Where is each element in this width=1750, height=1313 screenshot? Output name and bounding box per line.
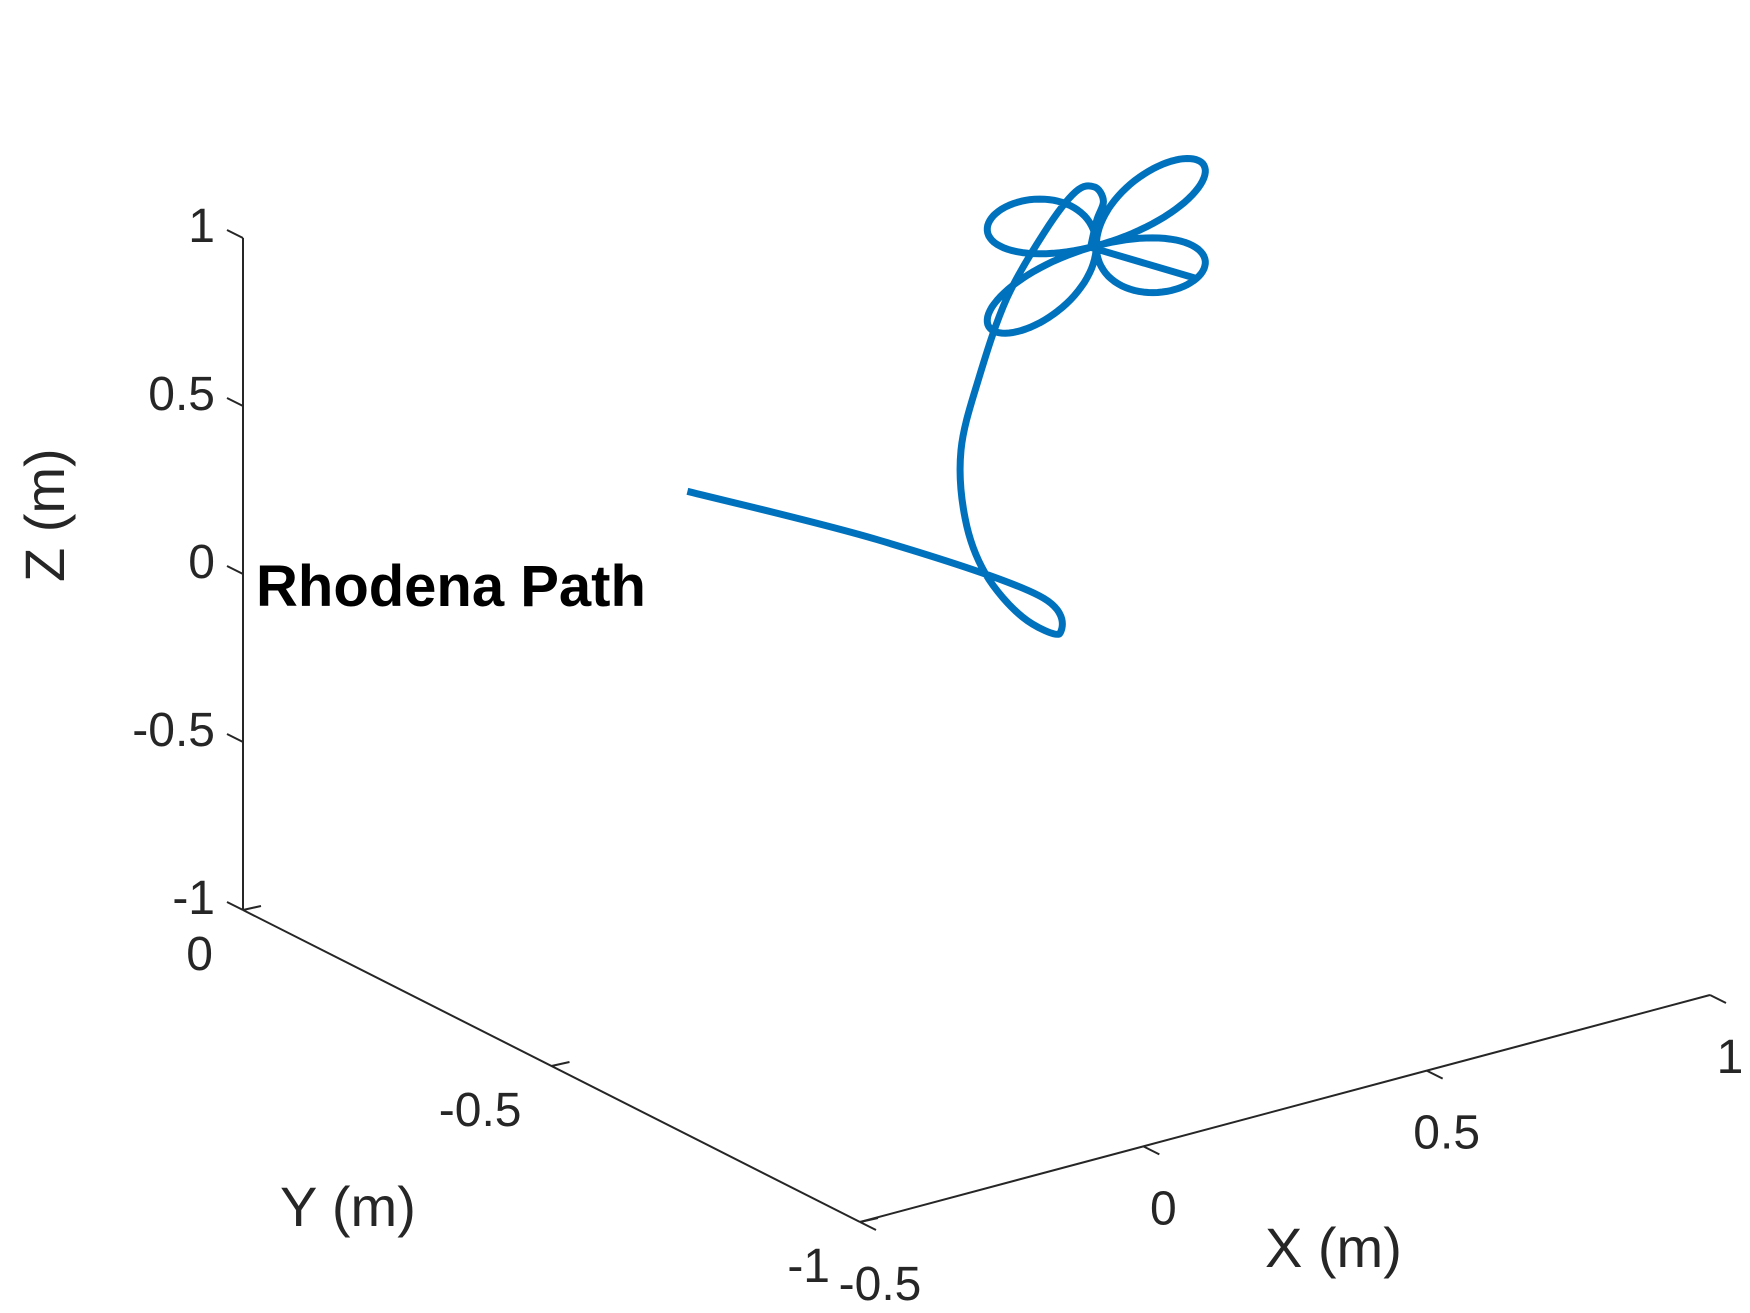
z-tick-label: 0 (188, 536, 215, 589)
x-tick-mark (1142, 1145, 1160, 1156)
y-tick-label: -0.5 (439, 1084, 522, 1137)
z-tick-mark (226, 733, 244, 743)
series-layer (686, 155, 1209, 638)
x-tick-mark (859, 1221, 877, 1231)
z-axis-label: Z (m) (13, 448, 76, 582)
z-tick-mark (226, 565, 244, 575)
ticks: -1-0.500.51-1-0.50-0.500.51 (132, 200, 1743, 1311)
x-tick-label: 0.5 (1413, 1107, 1480, 1160)
x-tick-mark (1709, 994, 1727, 1004)
z-tick-mark (226, 397, 244, 407)
z-tick-mark (226, 229, 244, 239)
x-tick-label: 1 (1717, 1031, 1744, 1084)
z-tick-mark (226, 901, 244, 911)
z-tick-label: 1 (188, 200, 215, 253)
y-tick-mark (242, 905, 262, 911)
y-tick-mark (859, 1217, 879, 1223)
y-axis-label: Y (m) (280, 1175, 416, 1238)
y-tick-mark (551, 1061, 570, 1067)
x-axis-line (859, 994, 1711, 1223)
z-tick-label: 0.5 (148, 368, 215, 421)
y-tick-label: 0 (186, 928, 213, 981)
x-tick-mark (1426, 1069, 1444, 1080)
z-tick-label: -0.5 (132, 704, 215, 757)
x-axis-label: X (m) (1265, 1216, 1402, 1279)
rhodena-path-line (686, 155, 1209, 638)
x-tick-label: 0 (1150, 1182, 1177, 1235)
path-annotation: Rhodena Path (256, 554, 646, 619)
x-tick-label: -0.5 (839, 1258, 922, 1311)
y-tick-label: -1 (787, 1240, 830, 1293)
z-tick-label: -1 (172, 872, 215, 925)
